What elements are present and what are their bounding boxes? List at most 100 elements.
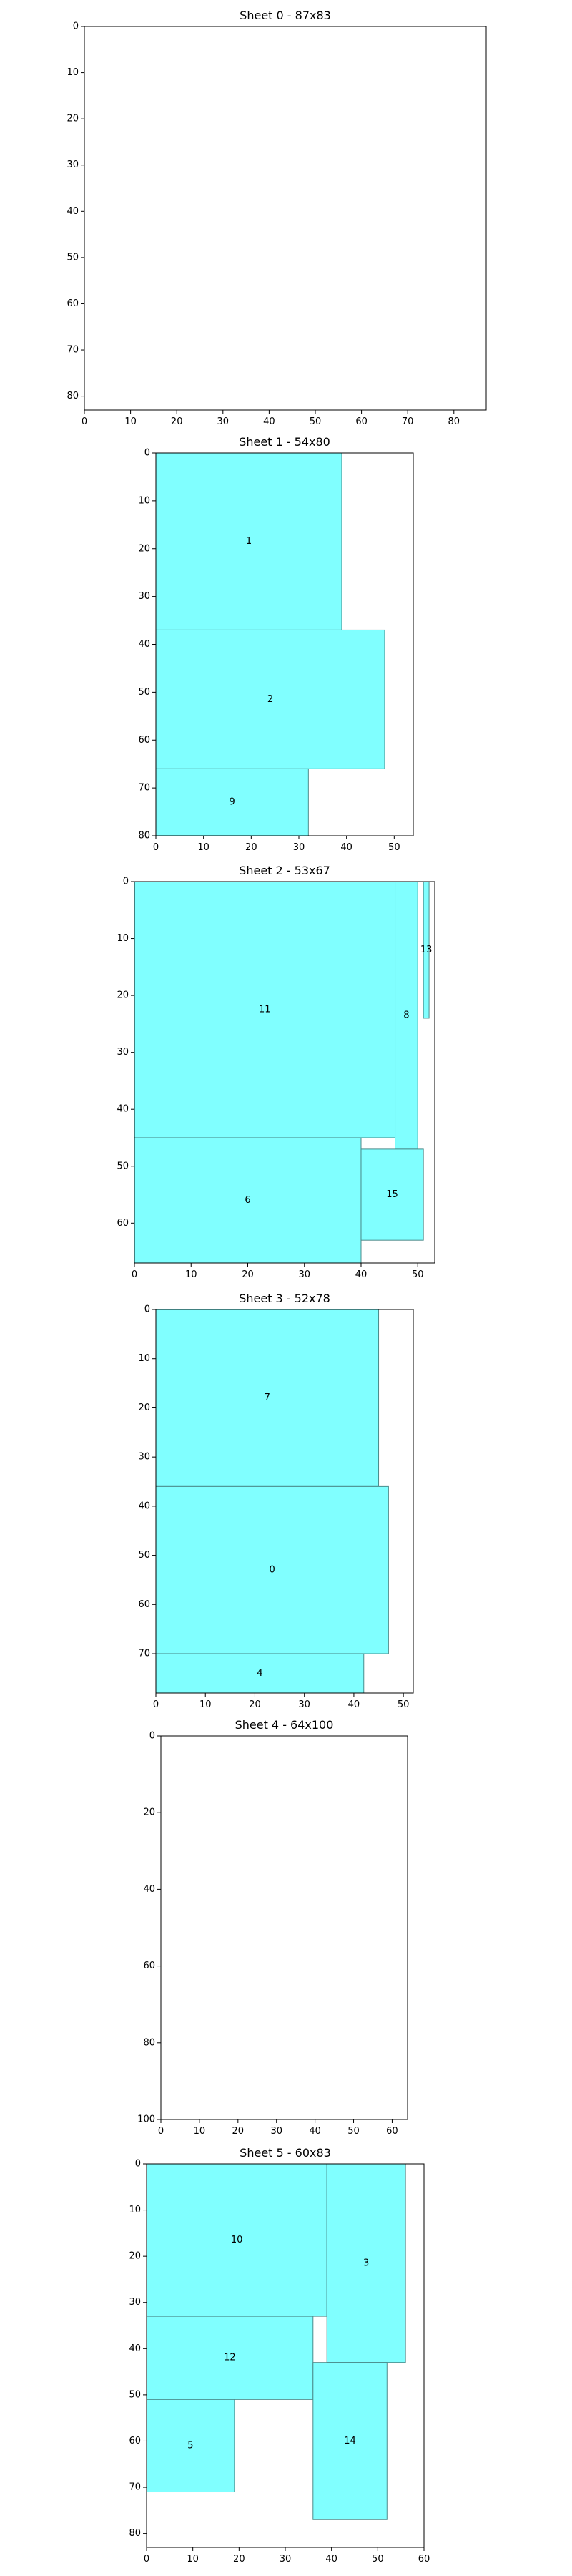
sheet-5-xtick-label: 40 <box>325 2554 337 2565</box>
sheet-4-ytick-label: 100 <box>137 2114 155 2125</box>
sheet-1-xtick-label: 40 <box>340 842 352 853</box>
sheet-3-ytick-label: 70 <box>138 1649 150 1659</box>
sheet-1-ytick-label: 40 <box>138 639 150 650</box>
sheet-4-xtick-label: 20 <box>232 2126 245 2137</box>
sheet-5-piece-10 <box>146 2163 327 2317</box>
sheet-2-piece-label-11: 11 <box>259 1004 271 1015</box>
sheet-0-ytick-label: 20 <box>66 114 79 125</box>
sheet-5-piece-label-12: 12 <box>224 2353 236 2363</box>
sheet-1-ytick-label: 20 <box>138 543 150 554</box>
sheet-4-xtick-label: 60 <box>386 2126 398 2137</box>
sheet-0-xtick-label: 30 <box>217 416 230 427</box>
sheet-2-xtick-label: 0 <box>132 1269 137 1280</box>
sheet-0-xtick-label: 10 <box>124 416 137 427</box>
sheet-4-xtick-label: 50 <box>347 2126 360 2137</box>
sheet-5-piece-14 <box>312 2362 388 2520</box>
sheet-2-piece-label-13: 13 <box>420 945 433 955</box>
sheet-2-ytick-label: 10 <box>117 933 129 944</box>
sheet-3-xtick-label: 20 <box>249 1699 261 1710</box>
sheet-3-ytick-label: 20 <box>138 1402 150 1413</box>
sheet-5-ytick-label: 0 <box>135 2159 141 2170</box>
sheet-4-xtick-label: 0 <box>158 2126 164 2137</box>
sheet-0-xtick-label: 40 <box>263 416 275 427</box>
sheet-3-ytick-label: 0 <box>144 1304 150 1315</box>
sheet-1-xtick-label: 0 <box>153 842 159 853</box>
sheet-1-piece-label-2: 2 <box>267 694 273 705</box>
sheet-0-xtick-label: 80 <box>448 416 460 427</box>
sheet-1-ytick-label: 60 <box>138 735 150 746</box>
sheet-2-ytick-label: 30 <box>117 1047 129 1058</box>
sheet-3-ytick-label: 40 <box>138 1501 150 1511</box>
sheet-4-xtick-label: 40 <box>309 2126 321 2137</box>
sheet-5-xtick-label: 10 <box>187 2554 199 2565</box>
sheet-5-xtick-label: 0 <box>144 2554 149 2565</box>
sheet-4-ytick-label: 80 <box>143 2037 155 2048</box>
sheet-1-xtick-label: 10 <box>197 842 209 853</box>
sheet-1-ytick-label: 50 <box>138 687 150 698</box>
sheet-3-frame <box>155 1309 414 1694</box>
sheet-5-piece-label-14: 14 <box>344 2436 356 2446</box>
sheet-2-piece-label-8: 8 <box>403 1010 409 1020</box>
sheet-3-ytick-label: 60 <box>138 1599 150 1610</box>
sheet-1-xtick-label: 50 <box>388 842 400 853</box>
sheet-2-piece-15 <box>360 1148 424 1241</box>
sheet-5-title: Sheet 5 - 60x83 <box>240 2146 331 2160</box>
sheet-1-piece-9 <box>155 768 309 836</box>
sheet-0-ytick-label: 40 <box>66 206 79 217</box>
sheet-2-piece-label-15: 15 <box>386 1189 398 1200</box>
sheet-3-xtick-label: 50 <box>398 1699 410 1710</box>
sheet-5-ytick-label: 10 <box>129 2205 141 2215</box>
sheet-0-ytick-label: 0 <box>73 21 79 32</box>
sheet-5-xtick-label: 60 <box>418 2554 430 2565</box>
sheet-5-piece-label-3: 3 <box>363 2258 369 2268</box>
sheet-4-ytick-label: 0 <box>149 1731 155 1742</box>
sheet-3-xtick-label: 10 <box>199 1699 212 1710</box>
sheet-5-ytick-label: 70 <box>129 2482 141 2493</box>
sheet-2-ytick-label: 50 <box>117 1161 129 1171</box>
sheet-0-ytick-label: 30 <box>66 160 79 170</box>
sheet-3-piece-label-7: 7 <box>265 1392 270 1403</box>
sheet-4-ytick-label: 60 <box>143 1961 155 1971</box>
sheet-5-xtick-label: 20 <box>233 2554 245 2565</box>
sheet-5-plot: Sheet 5 - 60x83 10 3 12 5 14 0 10 20 30 40 50 60 0 10 2… <box>129 2146 430 2565</box>
sheet-2-ytick-label: 40 <box>117 1104 129 1115</box>
sheet-0-xtick-label: 70 <box>402 416 414 427</box>
sheet-1-ytick-label: 0 <box>144 448 150 459</box>
sheet-5-ytick-label: 60 <box>129 2436 141 2446</box>
sheet-0-ytick-label: 10 <box>66 67 79 78</box>
sheet-1-xtick-label: 30 <box>293 842 305 853</box>
sheet-2-piece-label-6: 6 <box>245 1195 250 1206</box>
sheet-0-title: Sheet 0 - 87x83 <box>240 9 331 22</box>
sheet-2-xtick-label: 20 <box>242 1269 254 1280</box>
sheet-3-piece-label-0: 0 <box>270 1565 275 1576</box>
sheet-5-ytick-label: 30 <box>129 2297 141 2308</box>
sheet-2-xtick-label: 30 <box>298 1269 310 1280</box>
sheet-0-ytick-label: 60 <box>66 298 79 309</box>
sheet-0-xtick-label: 20 <box>171 416 183 427</box>
sheet-3-title: Sheet 3 - 52x78 <box>239 1292 330 1305</box>
sheet-1-piece-1 <box>155 452 342 630</box>
sheet-4-ytick-label: 40 <box>143 1884 155 1895</box>
sheet-1-ytick-label: 10 <box>138 495 150 506</box>
sheet-3-ytick-label: 30 <box>138 1452 150 1463</box>
sheet-0-ytick-label: 80 <box>66 391 79 401</box>
sheet-5-ytick-label: 80 <box>129 2528 141 2539</box>
sheet-2-ytick-label: 0 <box>123 877 129 887</box>
sheet-1-piece-2 <box>155 629 385 769</box>
sheet-2-title: Sheet 2 - 53x67 <box>239 864 330 877</box>
sheet-2-xtick-label: 40 <box>355 1269 368 1280</box>
sheet-2-ytick-label: 20 <box>117 990 129 1001</box>
sheet-0-xtick-label: 60 <box>355 416 368 427</box>
sheet-3-xtick-label: 0 <box>153 1699 159 1710</box>
sheet-1-piece-label-9: 9 <box>230 797 235 808</box>
sheet-5-xtick-label: 30 <box>280 2554 292 2565</box>
sheet-0-xtick-label: 50 <box>310 416 322 427</box>
sheet-0-plot: Sheet 0 - 87x83 0 10 20 30 40 50 60 70 80 0 10 20 30 4… <box>66 9 487 427</box>
sheet-0-xtick-label: 0 <box>82 416 87 427</box>
sheet-5-piece-label-10: 10 <box>231 2235 243 2245</box>
sheet-3-xtick-label: 40 <box>348 1699 360 1710</box>
sheet-2-xtick-label: 10 <box>185 1269 197 1280</box>
sheet-2-xtick-label: 50 <box>412 1269 424 1280</box>
sheet-3-piece-0 <box>155 1485 389 1654</box>
